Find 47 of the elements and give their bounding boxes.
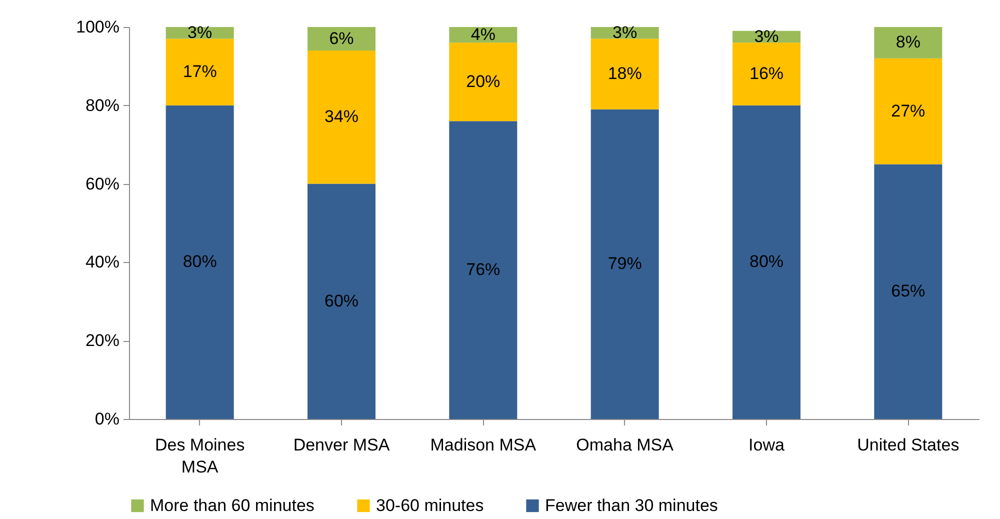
data-label: 80%: [749, 252, 784, 272]
y-tick-label: 0%: [94, 410, 120, 428]
bar: [874, 58, 942, 164]
x-tick-label: Des Moines MSA: [154, 436, 245, 476]
data-label: 3%: [754, 26, 779, 46]
x-tick-label: Madison MSA: [430, 436, 537, 454]
data-label: 60%: [324, 291, 359, 310]
bar: [449, 42, 518, 122]
y-tick-label: 100%: [76, 18, 120, 36]
data-label: 18%: [608, 64, 642, 84]
x-tick-label: Denver MSA: [293, 436, 390, 454]
data-label: 17%: [182, 62, 217, 82]
bar: [874, 164, 942, 419]
bar: [874, 27, 942, 58]
x-tick-label: Omaha MSA: [576, 436, 674, 454]
y-tick-label: 20%: [85, 331, 120, 350]
data-label: 34%: [324, 107, 359, 126]
bar: [732, 105, 800, 419]
data-label: 4%: [470, 24, 496, 44]
bar: [166, 105, 234, 419]
data-label: 6%: [329, 28, 354, 48]
data-label: 3%: [188, 22, 212, 42]
bar: [590, 38, 659, 110]
legend-label: 30-60 minutes: [376, 496, 484, 515]
data-label: 27%: [891, 101, 926, 120]
data-label: 65%: [891, 282, 926, 301]
y-tick-label: 80%: [85, 96, 120, 115]
x-tick-label: Iowa: [748, 436, 785, 454]
y-tick-label: 60%: [85, 174, 120, 194]
y-tick-label: 40%: [85, 252, 120, 272]
bar: [308, 50, 376, 184]
bar: [308, 27, 376, 51]
bar: [732, 42, 800, 106]
bar: [449, 121, 518, 419]
data-label: 76%: [466, 260, 500, 280]
bar: [166, 38, 234, 106]
x-tick-label: United States: [857, 436, 960, 454]
bar: [590, 109, 659, 419]
data-label: 8%: [896, 32, 920, 52]
data-label: 3%: [612, 22, 638, 42]
data-label: 20%: [466, 72, 500, 91]
data-label: 79%: [608, 254, 642, 274]
bar: [308, 184, 376, 419]
legend-label: Fewer than 30 minutes: [545, 496, 718, 515]
legend-label: More than 60 minutes: [150, 496, 314, 515]
data-label: 80%: [182, 252, 217, 272]
data-label: 16%: [749, 64, 784, 84]
